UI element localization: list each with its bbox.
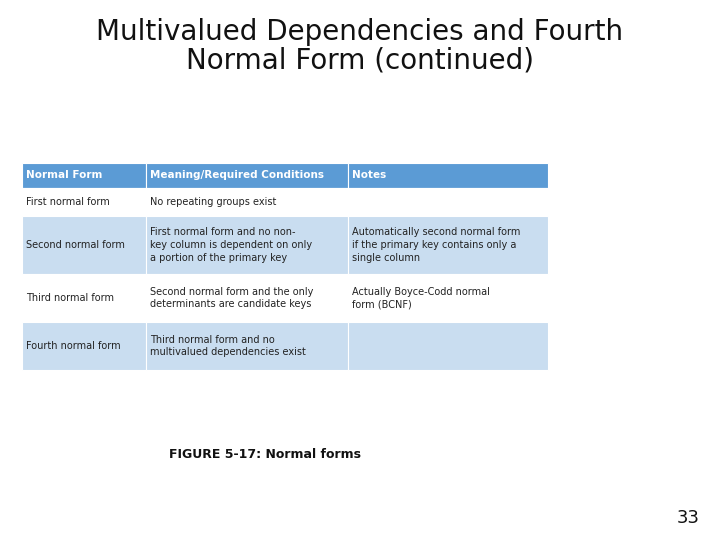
Text: Notes: Notes [352,171,387,180]
Bar [22,216,145,274]
Bar [145,163,348,188]
Text: FIGURE 5-17: Normal forms: FIGURE 5-17: Normal forms [169,449,361,462]
Bar [145,216,348,274]
Bar [145,322,348,370]
Text: Normal Form (continued): Normal Form (continued) [186,46,534,74]
Text: Automatically second normal form
if the primary key contains only a
single colum: Automatically second normal form if the … [352,227,521,263]
Bar [348,322,548,370]
Text: First normal form and no non-
key column is dependent on only
a portion of the p: First normal form and no non- key column… [150,227,312,263]
Bar [22,163,145,188]
Bar [348,188,548,216]
Text: Third normal form: Third normal form [26,293,114,303]
Text: No repeating groups exist: No repeating groups exist [150,197,276,207]
Text: Third normal form and no
multivalued dependencies exist: Third normal form and no multivalued dep… [150,335,305,357]
Text: Normal Form: Normal Form [26,171,102,180]
Bar [348,163,548,188]
Text: First normal form: First normal form [26,197,109,207]
Text: Second normal form: Second normal form [26,240,125,250]
Text: 33: 33 [677,509,700,527]
Bar [22,274,145,322]
Text: Multivalued Dependencies and Fourth: Multivalued Dependencies and Fourth [96,18,624,46]
Bar [145,188,348,216]
Bar [348,216,548,274]
Text: Meaning/Required Conditions: Meaning/Required Conditions [150,171,323,180]
Text: Fourth normal form: Fourth normal form [26,341,121,351]
Text: Actually Boyce-Codd normal
form (BCNF): Actually Boyce-Codd normal form (BCNF) [352,287,490,309]
Bar [145,274,348,322]
Text: Second normal form and the only
determinants are candidate keys: Second normal form and the only determin… [150,287,313,309]
Bar [22,188,145,216]
Bar [348,274,548,322]
Bar [22,322,145,370]
